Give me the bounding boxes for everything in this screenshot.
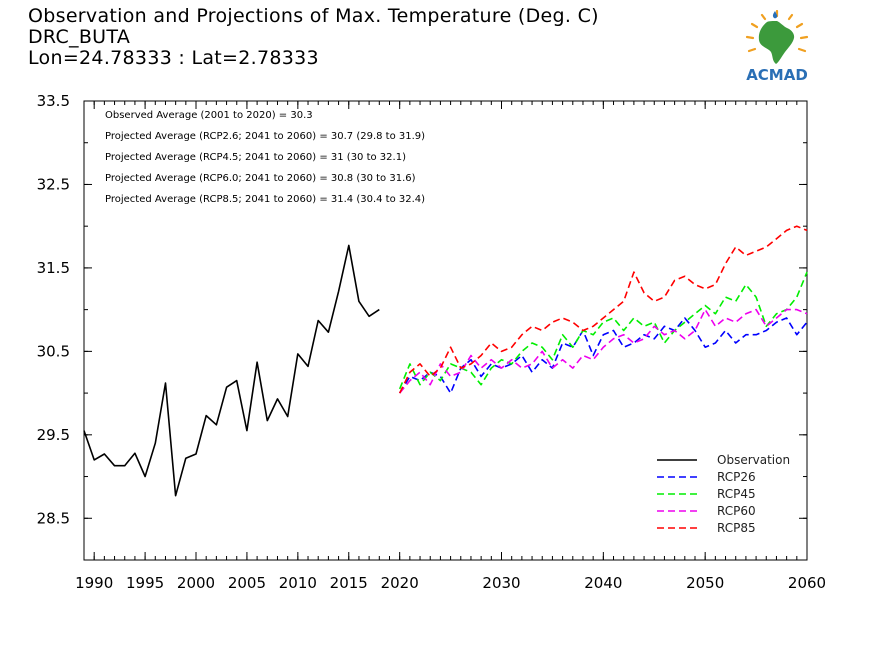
- acmad-logo-text: ACMAD: [746, 66, 808, 84]
- africa-sun-icon: [745, 10, 809, 64]
- annotation-line: Projected Average (RCP4.5; 2041 to 2060)…: [105, 152, 406, 163]
- y-tick-label: 28.5: [37, 509, 70, 527]
- axes: 28.5 29.5 30.5 31.5 32.5 33.5 1990 1995 2000 2005…: [37, 92, 827, 592]
- legend-label-rcp85: RCP85: [717, 521, 756, 535]
- x-tick-label: 2060: [788, 574, 826, 592]
- series-line-rcp26: [399, 317, 808, 394]
- annotation-line: Projected Average (RCP6.0; 2041 to 2060)…: [105, 173, 416, 184]
- plot-frame: [83, 100, 808, 561]
- series-group: [83, 225, 808, 497]
- acmad-logo: ACMAD: [745, 10, 809, 84]
- x-tick-label: 2000: [177, 574, 215, 592]
- y-tick-label: 30.5: [37, 342, 70, 360]
- series-line-rcp60: [399, 308, 808, 394]
- series-line-rcp45: [398, 271, 808, 390]
- y-tick-label: 32.5: [37, 175, 70, 193]
- x-tick-label: 2020: [381, 574, 419, 592]
- legend-label-observation: Observation: [717, 453, 790, 467]
- x-tick-label: 2050: [686, 574, 724, 592]
- station-coords: Lon=24.78333 : Lat=2.78333: [28, 47, 319, 69]
- legend: Observation RCP26 RCP45 RCP60 RCP85: [657, 453, 790, 535]
- y-tick-label: 29.5: [37, 426, 70, 444]
- series-line-rcp85: [398, 225, 808, 394]
- x-tick-label: 2010: [279, 574, 317, 592]
- annotations: Observed Average (2001 to 2020) = 30.3 Pr…: [105, 110, 425, 205]
- legend-label-rcp45: RCP45: [717, 487, 756, 501]
- title-block: Observation and Projections of Max. Temp…: [28, 6, 599, 69]
- series-line-observation: [83, 244, 380, 497]
- annotation-line: Observed Average (2001 to 2020) = 30.3: [105, 110, 313, 121]
- y-tick-label: 31.5: [37, 259, 70, 277]
- y-tick-label: 33.5: [37, 92, 70, 110]
- x-tick-label: 2030: [482, 574, 520, 592]
- x-tick-label: 2005: [228, 574, 266, 592]
- legend-label-rcp60: RCP60: [717, 504, 756, 518]
- chart-title: Observation and Projections of Max. Temp…: [28, 5, 599, 27]
- annotation-line: Projected Average (RCP8.5; 2041 to 2060)…: [105, 194, 425, 205]
- x-tick-label: 1990: [75, 574, 113, 592]
- x-tick-label: 1995: [126, 574, 164, 592]
- station-name: DRC_BUTA: [28, 26, 131, 48]
- legend-label-rcp26: RCP26: [717, 470, 756, 484]
- x-tick-label: 2040: [584, 574, 622, 592]
- annotation-line: Projected Average (RCP2.6; 2041 to 2060)…: [105, 131, 425, 142]
- x-tick-label: 2015: [330, 574, 368, 592]
